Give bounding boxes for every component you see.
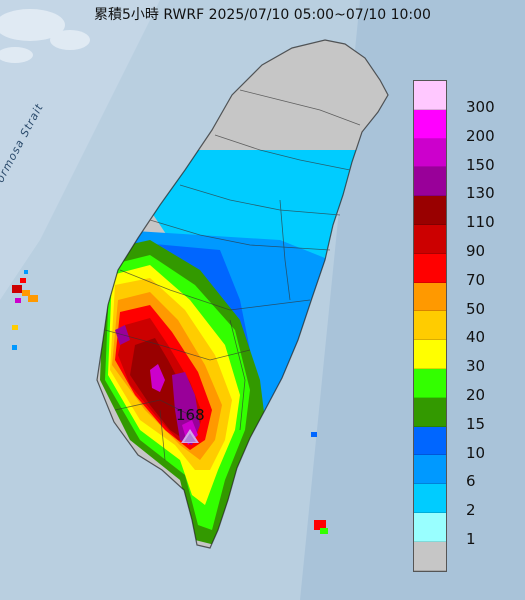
legend-swatch bbox=[414, 167, 446, 197]
legend-label: 70 bbox=[466, 270, 486, 289]
strait-shelf bbox=[0, 0, 160, 300]
legend-label: 110 bbox=[466, 213, 495, 232]
max-rainfall-triangle-inner bbox=[184, 433, 196, 442]
legend-label: 200 bbox=[466, 126, 495, 145]
legend-swatch bbox=[414, 340, 446, 369]
color-legend bbox=[413, 80, 447, 572]
legend-swatch bbox=[414, 253, 446, 283]
legend-swatch bbox=[414, 397, 446, 427]
legend-swatch bbox=[414, 426, 446, 456]
legend-swatch bbox=[414, 541, 446, 571]
legend-label: 300 bbox=[466, 98, 495, 116]
legend-swatch bbox=[414, 311, 446, 341]
legend-swatch bbox=[414, 224, 446, 254]
county-boundaries bbox=[96, 39, 389, 549]
legend-label: 150 bbox=[466, 155, 495, 174]
legend-swatch bbox=[414, 484, 446, 513]
legend-swatch bbox=[414, 196, 446, 225]
legend-label: 10 bbox=[466, 443, 486, 462]
offshore-islands bbox=[12, 270, 328, 534]
legend-label: 1 bbox=[466, 530, 476, 548]
legend-label: 6 bbox=[466, 472, 476, 491]
legend-swatch bbox=[414, 512, 446, 542]
legend-label: 50 bbox=[466, 299, 486, 318]
max-rainfall-value: 168 bbox=[176, 406, 205, 424]
legend-swatch bbox=[414, 282, 446, 312]
legend-label: 90 bbox=[466, 242, 486, 260]
legend-label: 20 bbox=[466, 386, 486, 404]
legend-swatch bbox=[414, 109, 446, 139]
cloud-patch bbox=[0, 9, 90, 63]
legend-label: 2 bbox=[466, 501, 476, 520]
legend-label: 40 bbox=[466, 328, 486, 347]
legend-label: 30 bbox=[466, 357, 486, 376]
legend-swatch bbox=[414, 138, 446, 168]
legend-label: 15 bbox=[466, 414, 486, 433]
legend-label: 130 bbox=[466, 184, 495, 203]
map-title: 累積5小時 RWRF 2025/07/10 05:00~07/10 10:00 bbox=[94, 7, 431, 23]
legend-swatch bbox=[414, 81, 446, 110]
legend-swatch bbox=[414, 368, 446, 398]
legend-swatch bbox=[414, 455, 446, 485]
